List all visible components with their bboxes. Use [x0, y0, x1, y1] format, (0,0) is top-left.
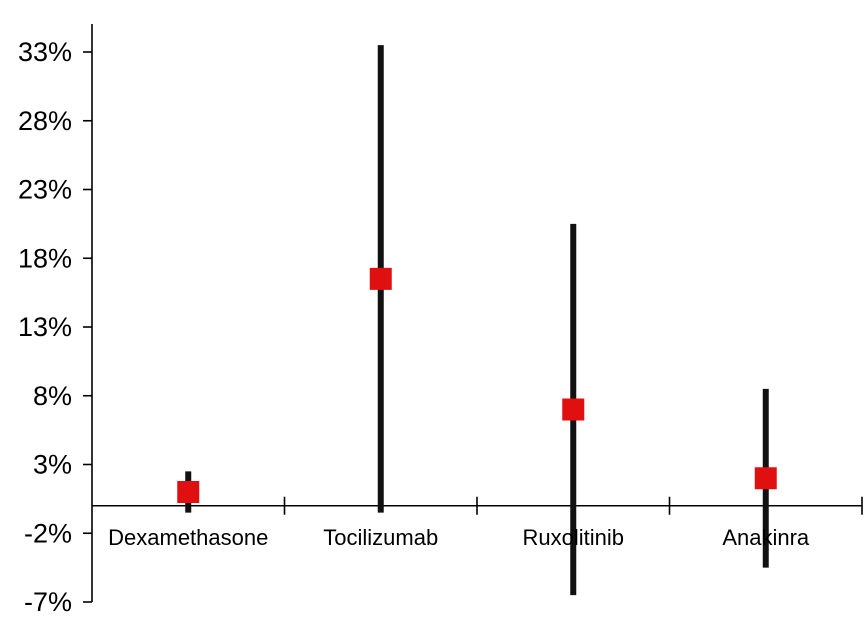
y-tick-label: 18%	[18, 243, 72, 273]
y-tick-label: 23%	[18, 175, 72, 205]
y-tick-label: 33%	[18, 37, 72, 67]
y-tick-label: -2%	[24, 518, 72, 548]
y-tick-label: -7%	[24, 587, 72, 617]
point-marker	[562, 398, 585, 421]
y-tick-label: 28%	[18, 106, 72, 136]
x-tick-label: Dexamethasone	[108, 525, 268, 550]
point-markers	[177, 267, 777, 503]
y-tick-label: 13%	[18, 312, 72, 342]
y-tick-label: 3%	[33, 450, 72, 480]
point-marker	[369, 267, 392, 290]
axis-labels: 33% 28% 23% 18% 13% 8% 3% -2% -7% Dexamethasone To…	[18, 37, 810, 617]
point-marker	[754, 467, 777, 490]
point-marker	[177, 481, 200, 503]
axes	[83, 24, 863, 603]
y-tick-label: 8%	[33, 381, 72, 411]
x-tick-label: Anakinra	[722, 525, 810, 550]
x-tick-label: Ruxolitinib	[523, 525, 625, 550]
x-tick-label: Tocilizumab	[323, 525, 438, 550]
